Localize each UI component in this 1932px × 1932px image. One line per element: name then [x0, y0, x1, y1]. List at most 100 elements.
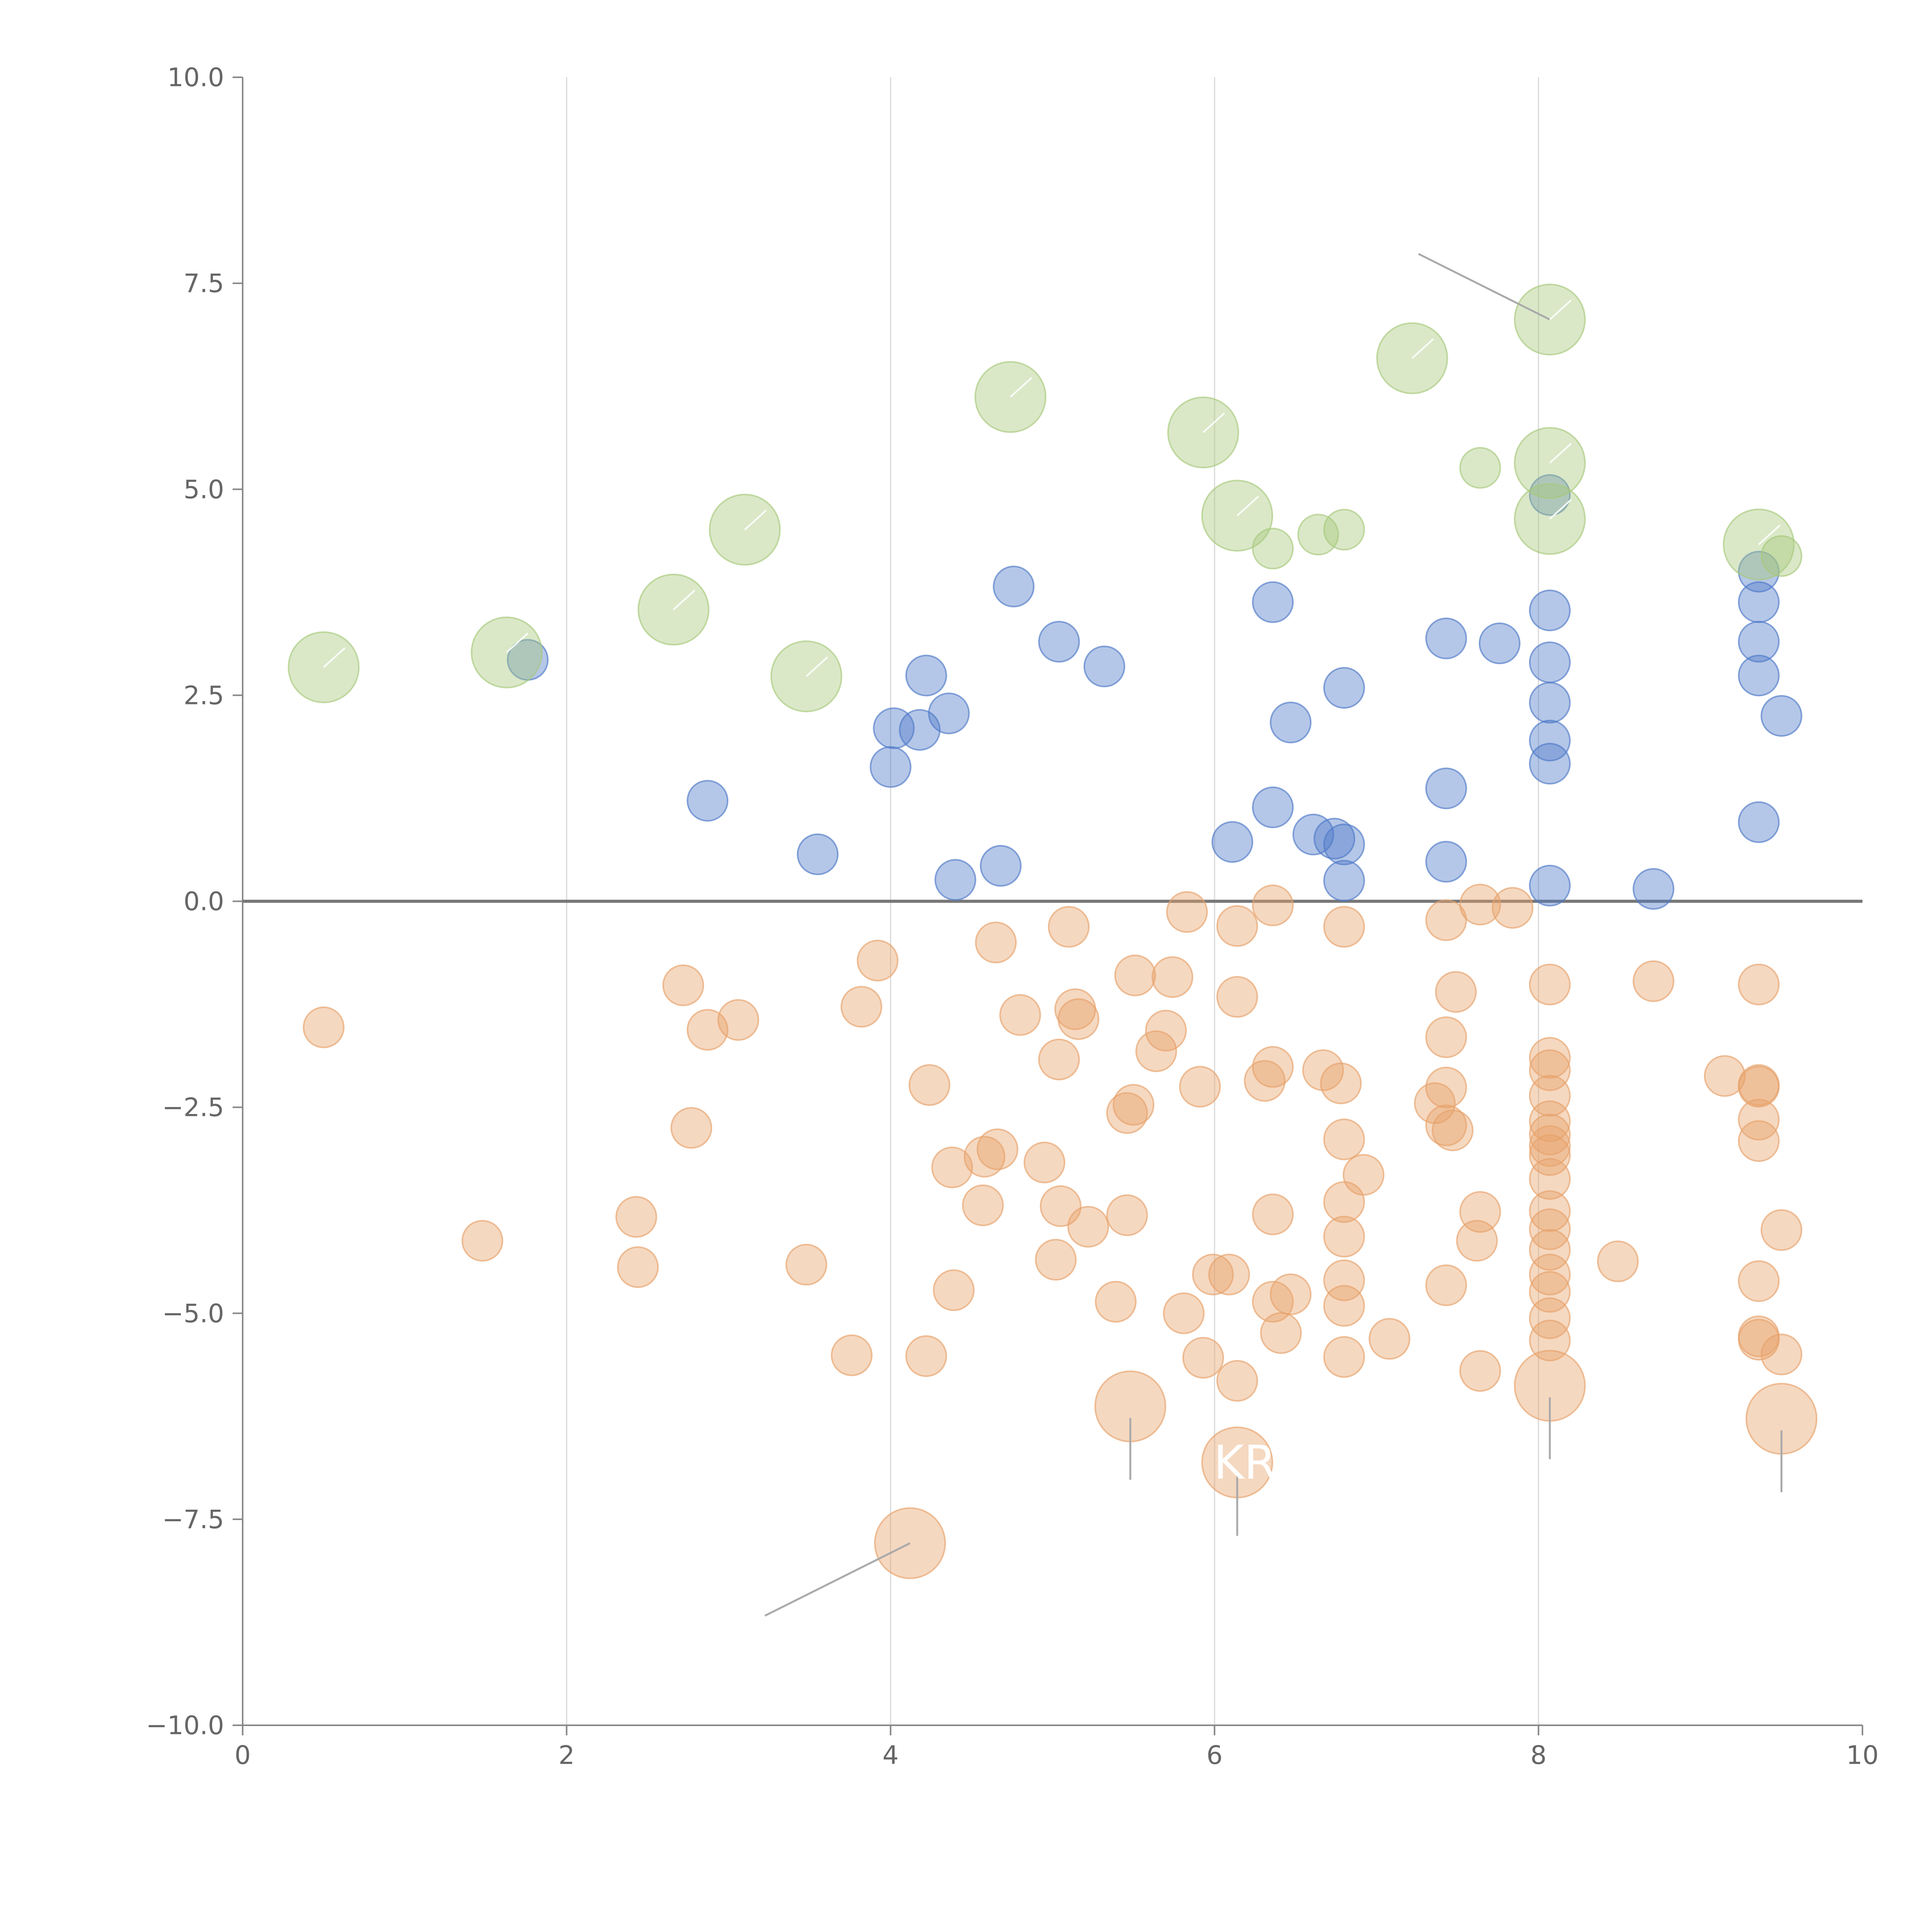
- data-point-negative: [1529, 1271, 1571, 1313]
- data-point-negative: [670, 1107, 713, 1149]
- leader-line: [764, 1542, 911, 1617]
- data-point-positive: [1425, 617, 1467, 660]
- data-point-positive: [1529, 719, 1571, 762]
- data-point-positive: [1529, 589, 1571, 631]
- data-point-negative: [785, 1243, 827, 1286]
- data-point-negative: [1323, 1285, 1365, 1327]
- data-point-negative: [963, 1136, 1005, 1178]
- inner-leader: [1549, 299, 1572, 320]
- data-point-negative: [1323, 1118, 1365, 1160]
- data-point-negative: [617, 1246, 659, 1288]
- data-point-positive: [993, 565, 1035, 607]
- data-points: [287, 283, 1818, 1579]
- data-point-positive: [797, 833, 839, 875]
- data-point-negative: [905, 1335, 947, 1377]
- data-point-negative: [1529, 1125, 1571, 1167]
- data-point-positive: [905, 655, 947, 697]
- data-point-positive: [1529, 682, 1571, 724]
- data-point-positive: [1323, 823, 1365, 866]
- data-point-negative: [662, 964, 704, 1007]
- data-point-positive: [1633, 868, 1675, 910]
- data-point-negative: [1182, 1337, 1224, 1379]
- data-point-high: [1297, 514, 1339, 556]
- data-point-negative: [1597, 1240, 1639, 1282]
- data-point-negative: [1425, 1104, 1467, 1146]
- data-point-positive: [1083, 645, 1126, 687]
- data-point-negative: [908, 1064, 951, 1106]
- data-point-negative: [976, 1128, 1019, 1170]
- data-point-negative: [1529, 1049, 1571, 1091]
- x-tick-label: 6: [1206, 1740, 1223, 1770]
- data-point-negative: [717, 999, 759, 1041]
- y-tick-label: 0.0: [184, 887, 224, 917]
- data-point-negative: [1529, 1100, 1571, 1142]
- data-point-negative: [1342, 1154, 1384, 1196]
- data-point-positive: [1323, 667, 1365, 709]
- data-point-positive: [1270, 701, 1312, 743]
- y-tick-label: −10.0: [146, 1711, 224, 1740]
- data-point-positive: [687, 780, 729, 822]
- data-point-positive: [1323, 860, 1365, 902]
- data-point-negative: [1425, 1016, 1467, 1058]
- data-point-negative: [1459, 884, 1501, 926]
- data-point-negative: [1633, 960, 1675, 1002]
- data-point-negative: [1529, 1229, 1571, 1271]
- data-point-negative: [1738, 1066, 1780, 1108]
- data-point-negative: [1179, 1066, 1221, 1108]
- data-point-negative: [1435, 971, 1477, 1013]
- data-point-negative: [1252, 1046, 1294, 1088]
- data-point-negative: [857, 940, 899, 982]
- data-point-negative: [615, 1196, 657, 1238]
- data-point-positive: [1211, 821, 1253, 863]
- data-point-negative: [962, 1184, 1004, 1226]
- data-point-positive: [1252, 581, 1294, 623]
- inner-leader: [1758, 524, 1781, 545]
- y-tick-label: 7.5: [184, 269, 224, 298]
- data-point-positive: [1529, 743, 1571, 785]
- data-point-negative: [1048, 906, 1090, 948]
- data-point-negative: [1529, 1158, 1571, 1200]
- inner-leader: [1412, 338, 1434, 359]
- data-point-negative: [1425, 1066, 1467, 1109]
- inner-leader: [1010, 377, 1032, 398]
- data-point-negative: [1244, 1060, 1286, 1102]
- data-point-positive: [928, 692, 970, 735]
- data-point-negative: [1163, 1292, 1205, 1334]
- data-point-negative: [1738, 1260, 1780, 1302]
- inner-leader: [1202, 412, 1225, 433]
- data-point-negative: [840, 986, 883, 1028]
- data-point-negative: [1414, 1082, 1456, 1124]
- data-point-negative: [1529, 1253, 1571, 1296]
- data-point-negative: [1323, 906, 1365, 948]
- data-point-negative: [1432, 1109, 1474, 1151]
- x-tick-label: 4: [883, 1740, 899, 1770]
- data-point-positive: [1252, 786, 1294, 828]
- data-point-negative: [1529, 1297, 1571, 1339]
- y-tick-label: −5.0: [162, 1299, 224, 1328]
- data-point-negative: [1208, 1253, 1250, 1296]
- data-point-negative: [1216, 905, 1258, 947]
- data-point-negative: [1106, 1092, 1148, 1134]
- data-point-positive: [934, 859, 976, 901]
- data-point-negative: [1704, 1055, 1746, 1097]
- inner-leader: [744, 510, 767, 531]
- data-point-negative: [931, 1146, 973, 1189]
- data-point-negative: [1095, 1281, 1137, 1323]
- data-point-negative: [1492, 887, 1534, 929]
- x-tick-label: 10: [1846, 1740, 1879, 1770]
- data-point-positive: [1425, 841, 1467, 883]
- data-point-negative: [1270, 1273, 1312, 1315]
- data-point-positive: [1738, 581, 1780, 623]
- data-point-negative: [1323, 1259, 1365, 1301]
- leader-line: [1418, 253, 1551, 321]
- data-point-negative: [1529, 1134, 1571, 1176]
- data-point-negative: [1738, 1099, 1780, 1141]
- inner-leader: [673, 590, 696, 611]
- data-point-negative: [1192, 1253, 1234, 1296]
- data-point-positive: [869, 746, 912, 788]
- data-point-negative: [1035, 1239, 1077, 1281]
- data-point-positive: [1738, 801, 1780, 843]
- data-point-positive: [1738, 621, 1780, 663]
- x-tick-label: 8: [1531, 1740, 1547, 1770]
- annotation-label-kr: KR: [1214, 1436, 1276, 1490]
